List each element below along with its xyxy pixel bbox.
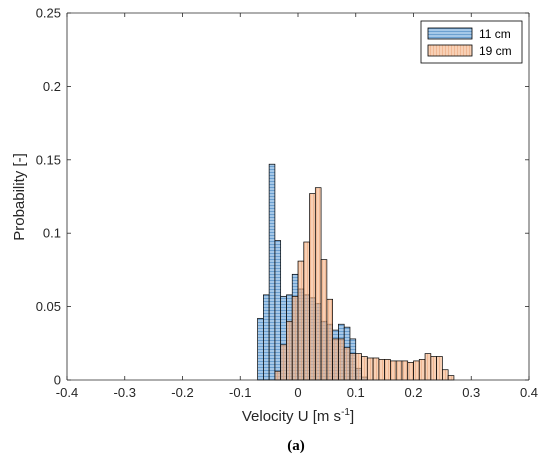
bar-19cm	[384, 359, 391, 381]
y-tick-label: 0.1	[43, 226, 61, 241]
bar-19cm	[361, 356, 368, 381]
x-tick-label: -0.4	[56, 385, 78, 400]
x-axis-label-close: ]	[350, 408, 354, 425]
bar-11cm	[274, 240, 282, 381]
bar-19cm	[366, 357, 374, 381]
ticks-layer: -0.4 -0.3 -0.2 -0.1 0 0.1 0.2 0.3 0.4 0 0.05 0.1 0.1…	[36, 6, 538, 401]
bar-19cm	[338, 338, 345, 381]
y-tick-label: 0.2	[43, 79, 61, 94]
bar-19cm	[447, 375, 455, 381]
bar-19cm	[418, 359, 426, 381]
legend-label-11cm: 11 cm	[479, 27, 511, 41]
bar-19cm	[372, 357, 380, 381]
bar-19cm	[314, 187, 322, 381]
legend-label-19cm: 19 cm	[479, 44, 512, 58]
x-tick-label: 0.4	[520, 385, 538, 400]
bar-19cm	[286, 320, 293, 381]
x-tick-label: 0.2	[404, 385, 422, 400]
bar-19cm	[430, 356, 437, 381]
bar-19cm	[343, 347, 351, 381]
bar-19cm	[424, 353, 432, 381]
x-axis-label: Velocity U [m s-1]	[242, 407, 354, 425]
bar-11cm	[268, 163, 276, 381]
bar-11cm	[257, 317, 264, 381]
y-tick-label: 0.25	[36, 6, 61, 21]
bar-19cm	[320, 259, 328, 381]
bar-19cm	[274, 370, 282, 381]
y-tick-label: 0	[54, 373, 61, 388]
y-axis-label: Probability [-]	[11, 153, 28, 241]
bar-19cm	[407, 362, 414, 381]
y-tick-label: 0.15	[36, 152, 61, 167]
bar-19cm	[291, 295, 299, 381]
x-tick-label: 0.1	[347, 385, 365, 400]
bar-19cm	[355, 353, 362, 381]
bar-19cm	[436, 356, 443, 381]
x-tick-label: -0.3	[114, 385, 136, 400]
bar-19cm	[332, 338, 339, 381]
bar-19cm	[442, 369, 449, 381]
bar-19cm	[326, 298, 334, 381]
bar-19cm	[395, 360, 403, 381]
bar-11cm	[263, 294, 270, 381]
bar-19cm	[349, 353, 357, 381]
legend-swatch-11cm	[427, 27, 473, 40]
bar-19cm	[378, 359, 385, 381]
bar-19cm	[297, 260, 305, 381]
x-tick-label: -0.2	[171, 385, 193, 400]
bar-19cm	[303, 241, 310, 381]
bar-19cm	[280, 344, 287, 381]
x-axis-label-main: Velocity U [m s	[242, 408, 341, 425]
x-tick-label: 0	[294, 385, 301, 400]
bar-19cm	[390, 360, 397, 381]
panel-label: (a)	[287, 438, 305, 454]
x-tick-label: -0.1	[229, 385, 251, 400]
y-tick-label: 0.05	[36, 299, 61, 314]
bar-19cm	[413, 360, 420, 381]
legend-swatch-19cm	[427, 44, 473, 57]
x-axis-label-sup: -1	[341, 407, 350, 418]
legend: 11 cm 19 cm	[420, 20, 523, 64]
bar-19cm	[309, 193, 316, 381]
bar-19cm	[401, 360, 409, 381]
x-tick-label: 0.3	[462, 385, 480, 400]
